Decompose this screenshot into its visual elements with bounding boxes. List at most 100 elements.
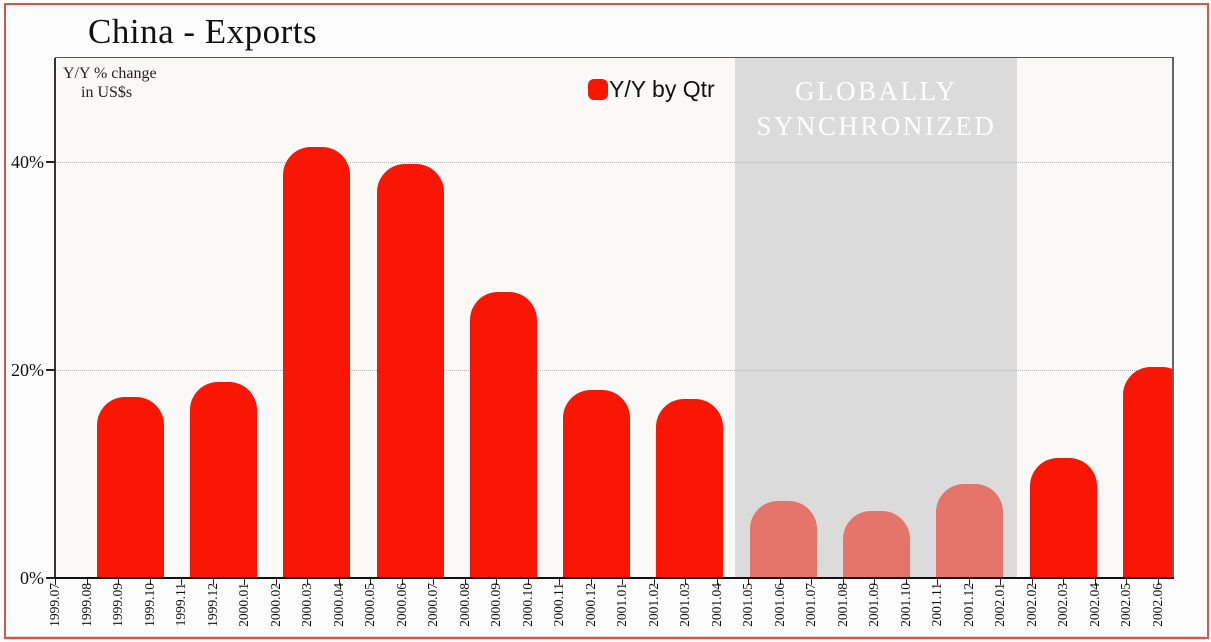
bar bbox=[1029, 458, 1097, 578]
x-tick bbox=[1000, 579, 1001, 585]
x-tick bbox=[937, 579, 938, 585]
x-tick bbox=[401, 579, 403, 585]
annotation-line1: Y/Y % change bbox=[63, 65, 157, 82]
x-tick-label: 2000.05 bbox=[362, 583, 377, 627]
x-tick bbox=[811, 579, 812, 585]
x-tick-label: 1999.09 bbox=[110, 583, 125, 627]
chart-title: China - Exports bbox=[88, 12, 318, 51]
x-tick-label: 1999.07 bbox=[47, 583, 62, 627]
x-tick-label: 2001.07 bbox=[803, 583, 818, 627]
x-tick-label: 1999.08 bbox=[78, 583, 94, 627]
x-tick-label: 2000.11 bbox=[551, 583, 566, 627]
x-tick bbox=[1126, 579, 1127, 585]
y-tick bbox=[46, 369, 55, 371]
x-tick-label: 2000.07 bbox=[425, 583, 440, 627]
plot-border-top bbox=[55, 57, 1174, 58]
x-tick-label: 2001.10 bbox=[897, 583, 913, 627]
bar bbox=[656, 399, 724, 578]
bar bbox=[469, 292, 537, 578]
x-axis-line bbox=[46, 577, 1174, 579]
x-tick-label: 1999.10 bbox=[141, 583, 157, 627]
frame-shadow bbox=[6, 636, 1205, 640]
bar bbox=[189, 382, 257, 578]
x-tick bbox=[212, 579, 214, 585]
x-tick bbox=[338, 579, 340, 585]
x-tick-label: 2000.12 bbox=[582, 583, 598, 627]
x-tick bbox=[716, 579, 718, 585]
x-tick-label: 2000.02 bbox=[267, 583, 283, 627]
y-tick-label: 40% bbox=[11, 152, 44, 172]
x-tick-label: 2000.06 bbox=[393, 583, 409, 627]
x-tick bbox=[622, 579, 623, 585]
x-tick bbox=[1063, 579, 1064, 585]
x-tick-label: 2002.03 bbox=[1055, 583, 1070, 627]
x-tick bbox=[118, 579, 119, 585]
x-tick-label: 2001.01 bbox=[614, 583, 629, 627]
gridline-20% bbox=[55, 370, 1173, 371]
y-axis-line bbox=[54, 58, 56, 578]
x-tick-label: 2002.01 bbox=[992, 583, 1007, 627]
x-tick bbox=[370, 579, 371, 585]
x-tick bbox=[464, 579, 466, 585]
x-tick-label: 2002.05 bbox=[1118, 583, 1133, 627]
x-tick-label: 2002.04 bbox=[1086, 583, 1102, 627]
x-tick bbox=[559, 579, 560, 585]
bar bbox=[283, 147, 351, 578]
x-tick-label: 2000.01 bbox=[236, 583, 251, 627]
bar bbox=[563, 389, 631, 578]
y-tick bbox=[46, 577, 55, 579]
x-tick bbox=[1094, 579, 1096, 585]
x-tick bbox=[1031, 579, 1033, 585]
x-tick bbox=[685, 579, 686, 585]
bar bbox=[96, 397, 164, 578]
x-tick bbox=[653, 579, 655, 585]
x-tick bbox=[968, 579, 970, 585]
x-tick bbox=[1157, 579, 1159, 585]
plot-border-right bbox=[1172, 58, 1174, 578]
x-tick-label: 2001.12 bbox=[960, 583, 976, 627]
x-tick bbox=[496, 579, 497, 585]
y-tick bbox=[46, 161, 55, 163]
x-tick-label: 2000.09 bbox=[488, 583, 503, 627]
bar-muted bbox=[749, 501, 817, 578]
x-tick-label: 2001.05 bbox=[740, 583, 755, 627]
x-tick-label: 2000.10 bbox=[519, 583, 535, 627]
x-tick bbox=[590, 579, 592, 585]
x-tick-label: 2001.11 bbox=[929, 583, 944, 627]
legend-label: Y/Y by Qtr bbox=[609, 76, 715, 102]
bar-muted bbox=[936, 484, 1004, 578]
bar bbox=[1122, 366, 1173, 578]
x-tick-label: 1999.11 bbox=[173, 583, 188, 627]
x-tick-label: 2001.08 bbox=[834, 583, 850, 627]
x-tick-label: 2002.06 bbox=[1149, 583, 1165, 627]
x-tick bbox=[433, 579, 434, 585]
x-tick bbox=[874, 579, 875, 585]
bar bbox=[376, 164, 444, 578]
bar-muted bbox=[843, 511, 910, 578]
x-tick-label: 2001.09 bbox=[866, 583, 881, 627]
x-tick bbox=[244, 579, 245, 585]
x-tick bbox=[748, 579, 749, 585]
x-tick-label: 2001.06 bbox=[771, 583, 787, 627]
x-tick-label: 2002.02 bbox=[1023, 583, 1039, 627]
x-tick bbox=[86, 579, 88, 585]
x-tick-label: 2000.08 bbox=[456, 583, 472, 627]
legend-swatch-icon bbox=[588, 79, 608, 100]
gridline-40% bbox=[55, 162, 1173, 163]
plot-area: GLOBALLY SYNCHRONIZED Y/Y % change in US… bbox=[55, 58, 1173, 578]
x-tick bbox=[307, 579, 308, 585]
x-tick bbox=[275, 579, 277, 585]
x-tick bbox=[905, 579, 907, 585]
x-tick-label: 2001.03 bbox=[677, 583, 692, 627]
x-tick bbox=[149, 579, 151, 585]
y-tick-label: 20% bbox=[11, 360, 44, 380]
x-tick bbox=[842, 579, 844, 585]
x-tick bbox=[527, 579, 529, 585]
y-tick-label: 0% bbox=[20, 568, 44, 588]
x-tick-label: 1999.12 bbox=[204, 583, 220, 627]
x-tick-label: 2001.04 bbox=[708, 583, 724, 627]
y-axis-annotation: Y/Y % change in US$s bbox=[63, 64, 157, 102]
annotation-line2: in US$s bbox=[81, 84, 133, 101]
recession-band-label: GLOBALLY SYNCHRONIZED bbox=[756, 76, 997, 141]
